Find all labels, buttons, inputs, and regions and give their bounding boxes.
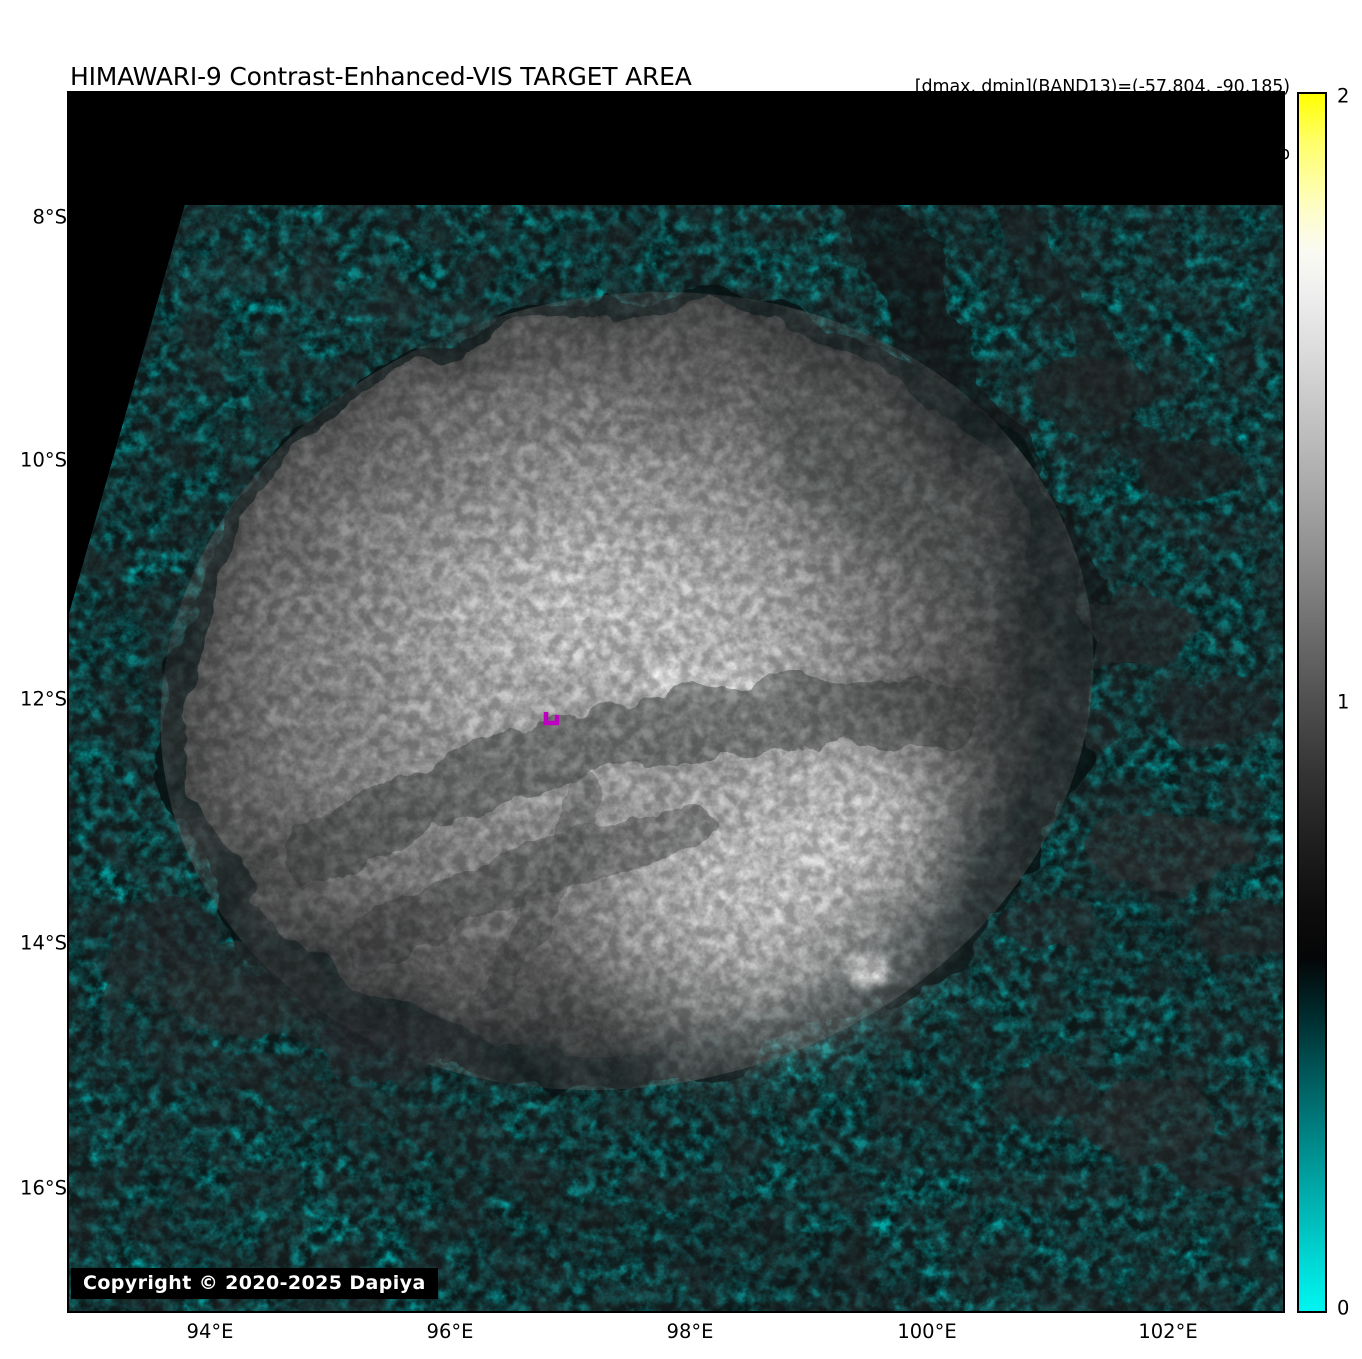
storm-center-marker [543, 712, 560, 726]
ytick-16s: 16°S [20, 1176, 67, 1200]
ytick-12s: 12°S [20, 687, 67, 711]
ytick-10s: 10°S [20, 448, 67, 472]
xtick-96e: 96°E [426, 1320, 474, 1343]
copyright-badge: Copyright © 2020-2025 Dapiya [71, 1268, 438, 1299]
xtick-94e: 94°E [186, 1320, 234, 1343]
satellite-imagery-canvas [67, 91, 1285, 1313]
ytick-14s: 14°S [20, 931, 67, 955]
xtick-98e: 98°E [666, 1320, 714, 1343]
plot-border [67, 91, 1285, 1313]
colorbar[interactable] [1297, 92, 1327, 1313]
colorbar-tick-2: 2 [1337, 84, 1350, 108]
xtick-100e: 100°E [897, 1320, 957, 1343]
colorbar-tick-1: 1 [1337, 690, 1350, 714]
colorbar-tick-0: 0 [1337, 1296, 1350, 1320]
xtick-102e: 102°E [1138, 1320, 1198, 1343]
ytick-8s: 8°S [32, 205, 67, 229]
satellite-swath [67, 205, 1285, 1313]
product-title: HIMAWARI-9 Contrast-Enhanced-VIS TARGET … [70, 61, 692, 91]
image-grain [67, 205, 1285, 1313]
satellite-image-plot[interactable]: Copyright © 2020-2025 Dapiya [67, 91, 1285, 1313]
